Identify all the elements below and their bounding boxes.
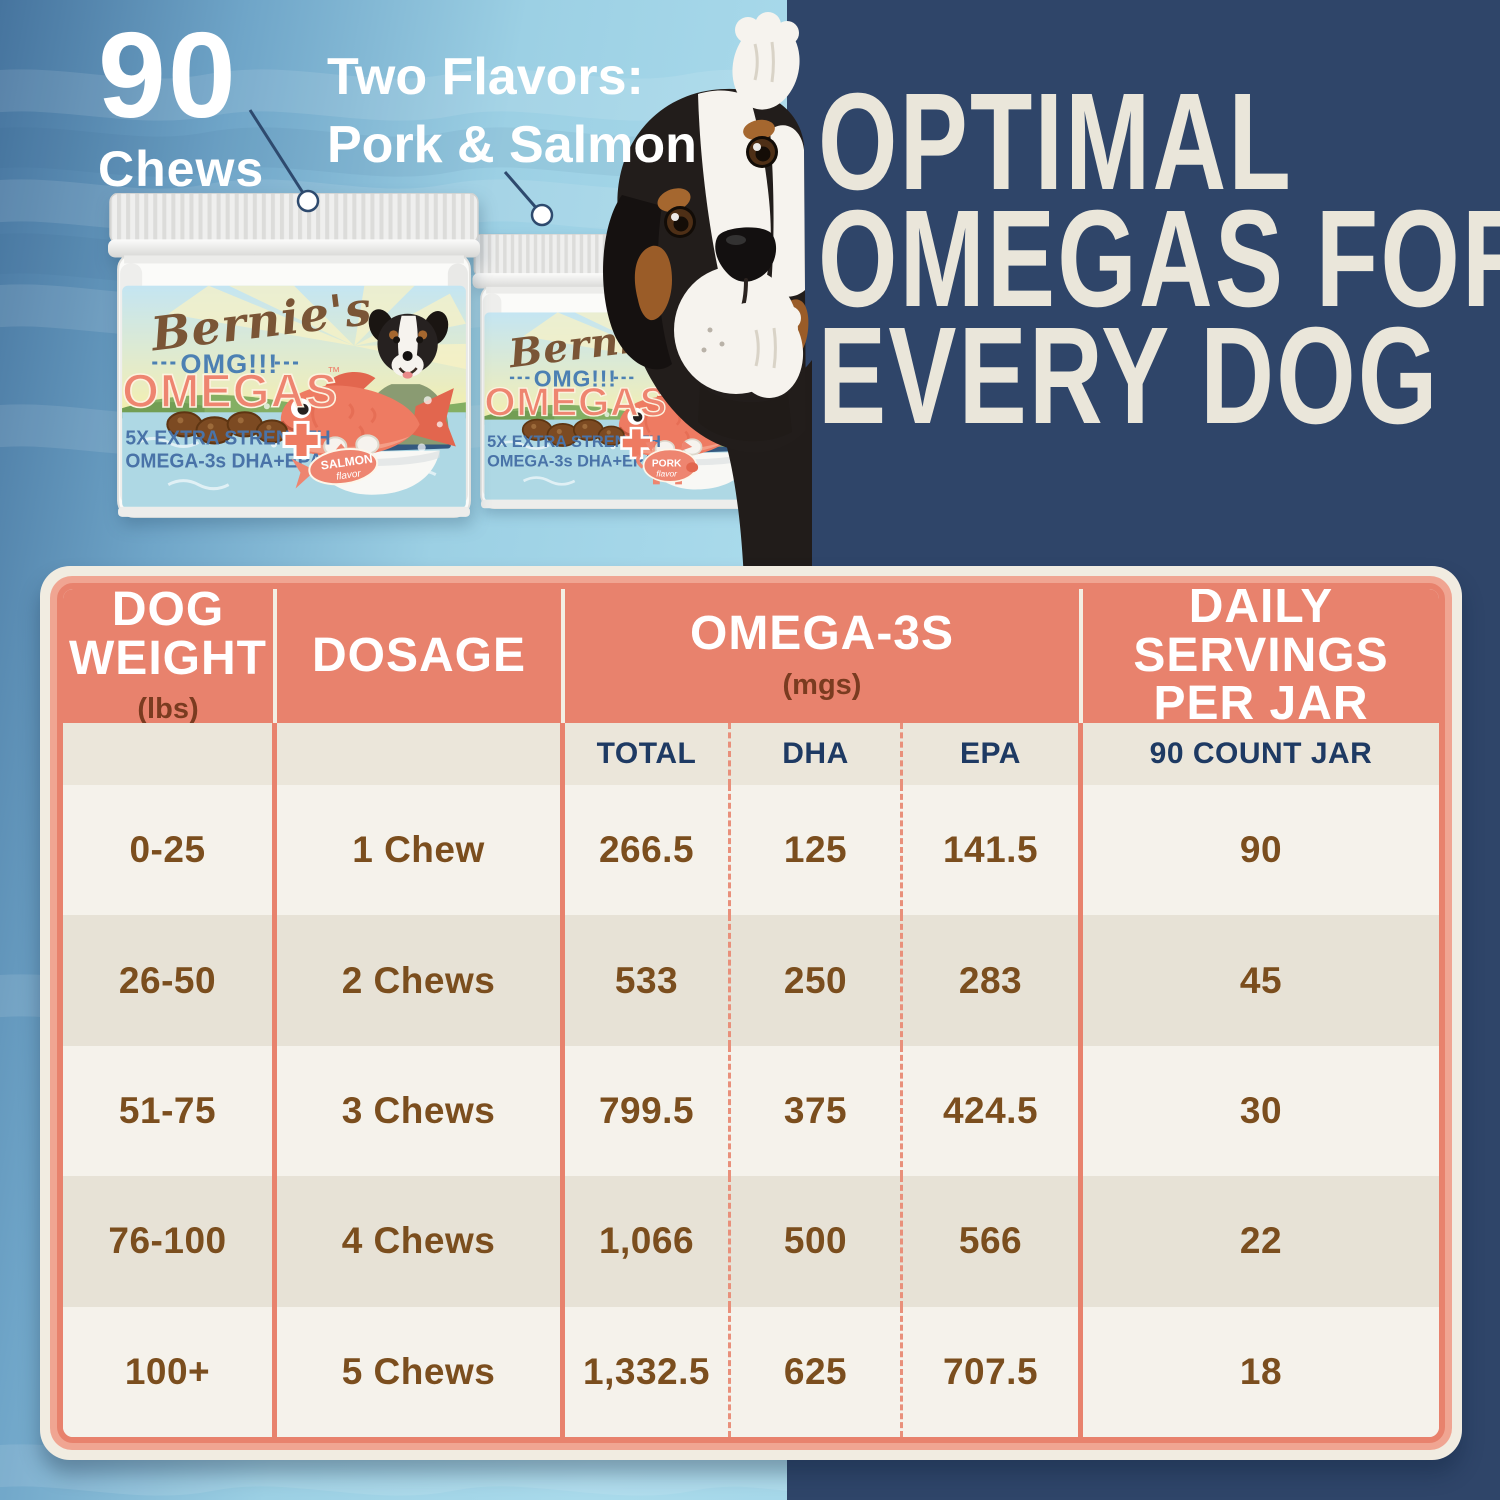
subheader-90-count-jar: 90 COUNT JAR bbox=[1083, 723, 1439, 785]
callout-dot-icon bbox=[296, 189, 320, 213]
subheader-dha: DHA bbox=[731, 723, 903, 785]
salmon-flavor-badge: SALMON flavor bbox=[291, 443, 379, 489]
pork-badge-flavor-word: flavor bbox=[656, 469, 678, 479]
cell-epa: 141.5 bbox=[903, 785, 1083, 916]
dog-paw-bottom bbox=[732, 296, 804, 398]
cell-dosage: 3 Chews bbox=[277, 1045, 565, 1177]
cell-dosage: 2 Chews bbox=[277, 915, 565, 1046]
cell-servings: 30 bbox=[1083, 1045, 1439, 1177]
cell-weight: 100+ bbox=[63, 1306, 277, 1437]
cell-weight: 0-25 bbox=[63, 785, 277, 916]
dosage-table: DOG WEIGHT (lbs) DOSAGE OMEGA-3S (mgs) D… bbox=[40, 566, 1462, 1460]
cell-dha: 375 bbox=[731, 1045, 903, 1177]
jar-salmon: SALMON flavor bbox=[108, 193, 480, 525]
cell-weight: 26-50 bbox=[63, 915, 277, 1046]
chew-count-number: 90 bbox=[98, 7, 238, 143]
cell-servings: 22 bbox=[1083, 1176, 1439, 1307]
flavors-callout: Two Flavors: Pork & Salmon bbox=[327, 44, 697, 179]
header-dosage: DOSAGE bbox=[277, 589, 565, 723]
cell-epa: 424.5 bbox=[903, 1045, 1083, 1177]
header-dog-weight: DOG WEIGHT (lbs) bbox=[63, 589, 277, 726]
cell-total: 1,066 bbox=[565, 1176, 731, 1307]
cell-epa: 566 bbox=[903, 1176, 1083, 1307]
chew-count-label: Chews bbox=[98, 141, 265, 197]
cell-epa: 707.5 bbox=[903, 1306, 1083, 1437]
cell-servings: 90 bbox=[1083, 785, 1439, 916]
chew-count-callout: 90 Chews bbox=[98, 14, 264, 198]
headline-line-3: EVERY DOG bbox=[818, 299, 1440, 453]
cell-weight: 76-100 bbox=[63, 1176, 277, 1307]
header-omega3s-unit: (mgs) bbox=[782, 668, 862, 701]
cell-dosage: 1 Chew bbox=[277, 785, 565, 916]
dog-paw-top bbox=[732, 12, 800, 110]
headline-line-2: OMEGAS FOR bbox=[818, 182, 1500, 336]
cell-dosage: 5 Chews bbox=[277, 1306, 565, 1437]
subheader-spacer bbox=[277, 723, 565, 785]
callout-dot-icon bbox=[530, 203, 554, 227]
cell-total: 266.5 bbox=[565, 785, 731, 916]
cell-total: 533 bbox=[565, 915, 731, 1046]
subheader-epa: EPA bbox=[903, 723, 1083, 785]
flavors-line-1: Two Flavors: bbox=[327, 48, 644, 106]
cell-weight: 51-75 bbox=[63, 1045, 277, 1177]
header-dog-weight-unit: (lbs) bbox=[137, 693, 199, 726]
cell-servings: 18 bbox=[1083, 1306, 1439, 1437]
flavors-line-2: Pork & Salmon bbox=[327, 115, 697, 174]
cell-servings: 45 bbox=[1083, 915, 1439, 1046]
cell-epa: 283 bbox=[903, 915, 1083, 1046]
cell-dha: 500 bbox=[731, 1176, 903, 1307]
cell-dha: 250 bbox=[731, 915, 903, 1046]
cell-dha: 125 bbox=[731, 785, 903, 916]
subheader-total: TOTAL bbox=[565, 723, 731, 785]
cell-dha: 625 bbox=[731, 1306, 903, 1437]
cell-dosage: 4 Chews bbox=[277, 1176, 565, 1307]
subheader-spacer bbox=[63, 723, 277, 785]
dog-eye-left bbox=[664, 206, 696, 238]
headline-line-1: OPTIMAL bbox=[818, 65, 1294, 219]
dog-illustration bbox=[603, 12, 812, 580]
pork-flavor-badge: PORK flavor bbox=[636, 440, 699, 485]
jar-pork: PORK flavor bbox=[472, 234, 788, 515]
header-daily-servings: DAILY SERVINGS PER JAR bbox=[1083, 589, 1439, 728]
header-omega3s: OMEGA-3S (mgs) bbox=[565, 589, 1083, 723]
callout-lines bbox=[248, 109, 554, 227]
cell-total: 1,332.5 bbox=[565, 1306, 731, 1437]
dog-eye-right bbox=[746, 136, 778, 168]
pork-badge-name: PORK bbox=[652, 458, 682, 469]
cell-total: 799.5 bbox=[565, 1045, 731, 1177]
headline: OPTIMAL OMEGAS FOR EVERY DOG bbox=[818, 65, 1500, 453]
salmon-badge-flavor-word: flavor bbox=[336, 468, 363, 482]
